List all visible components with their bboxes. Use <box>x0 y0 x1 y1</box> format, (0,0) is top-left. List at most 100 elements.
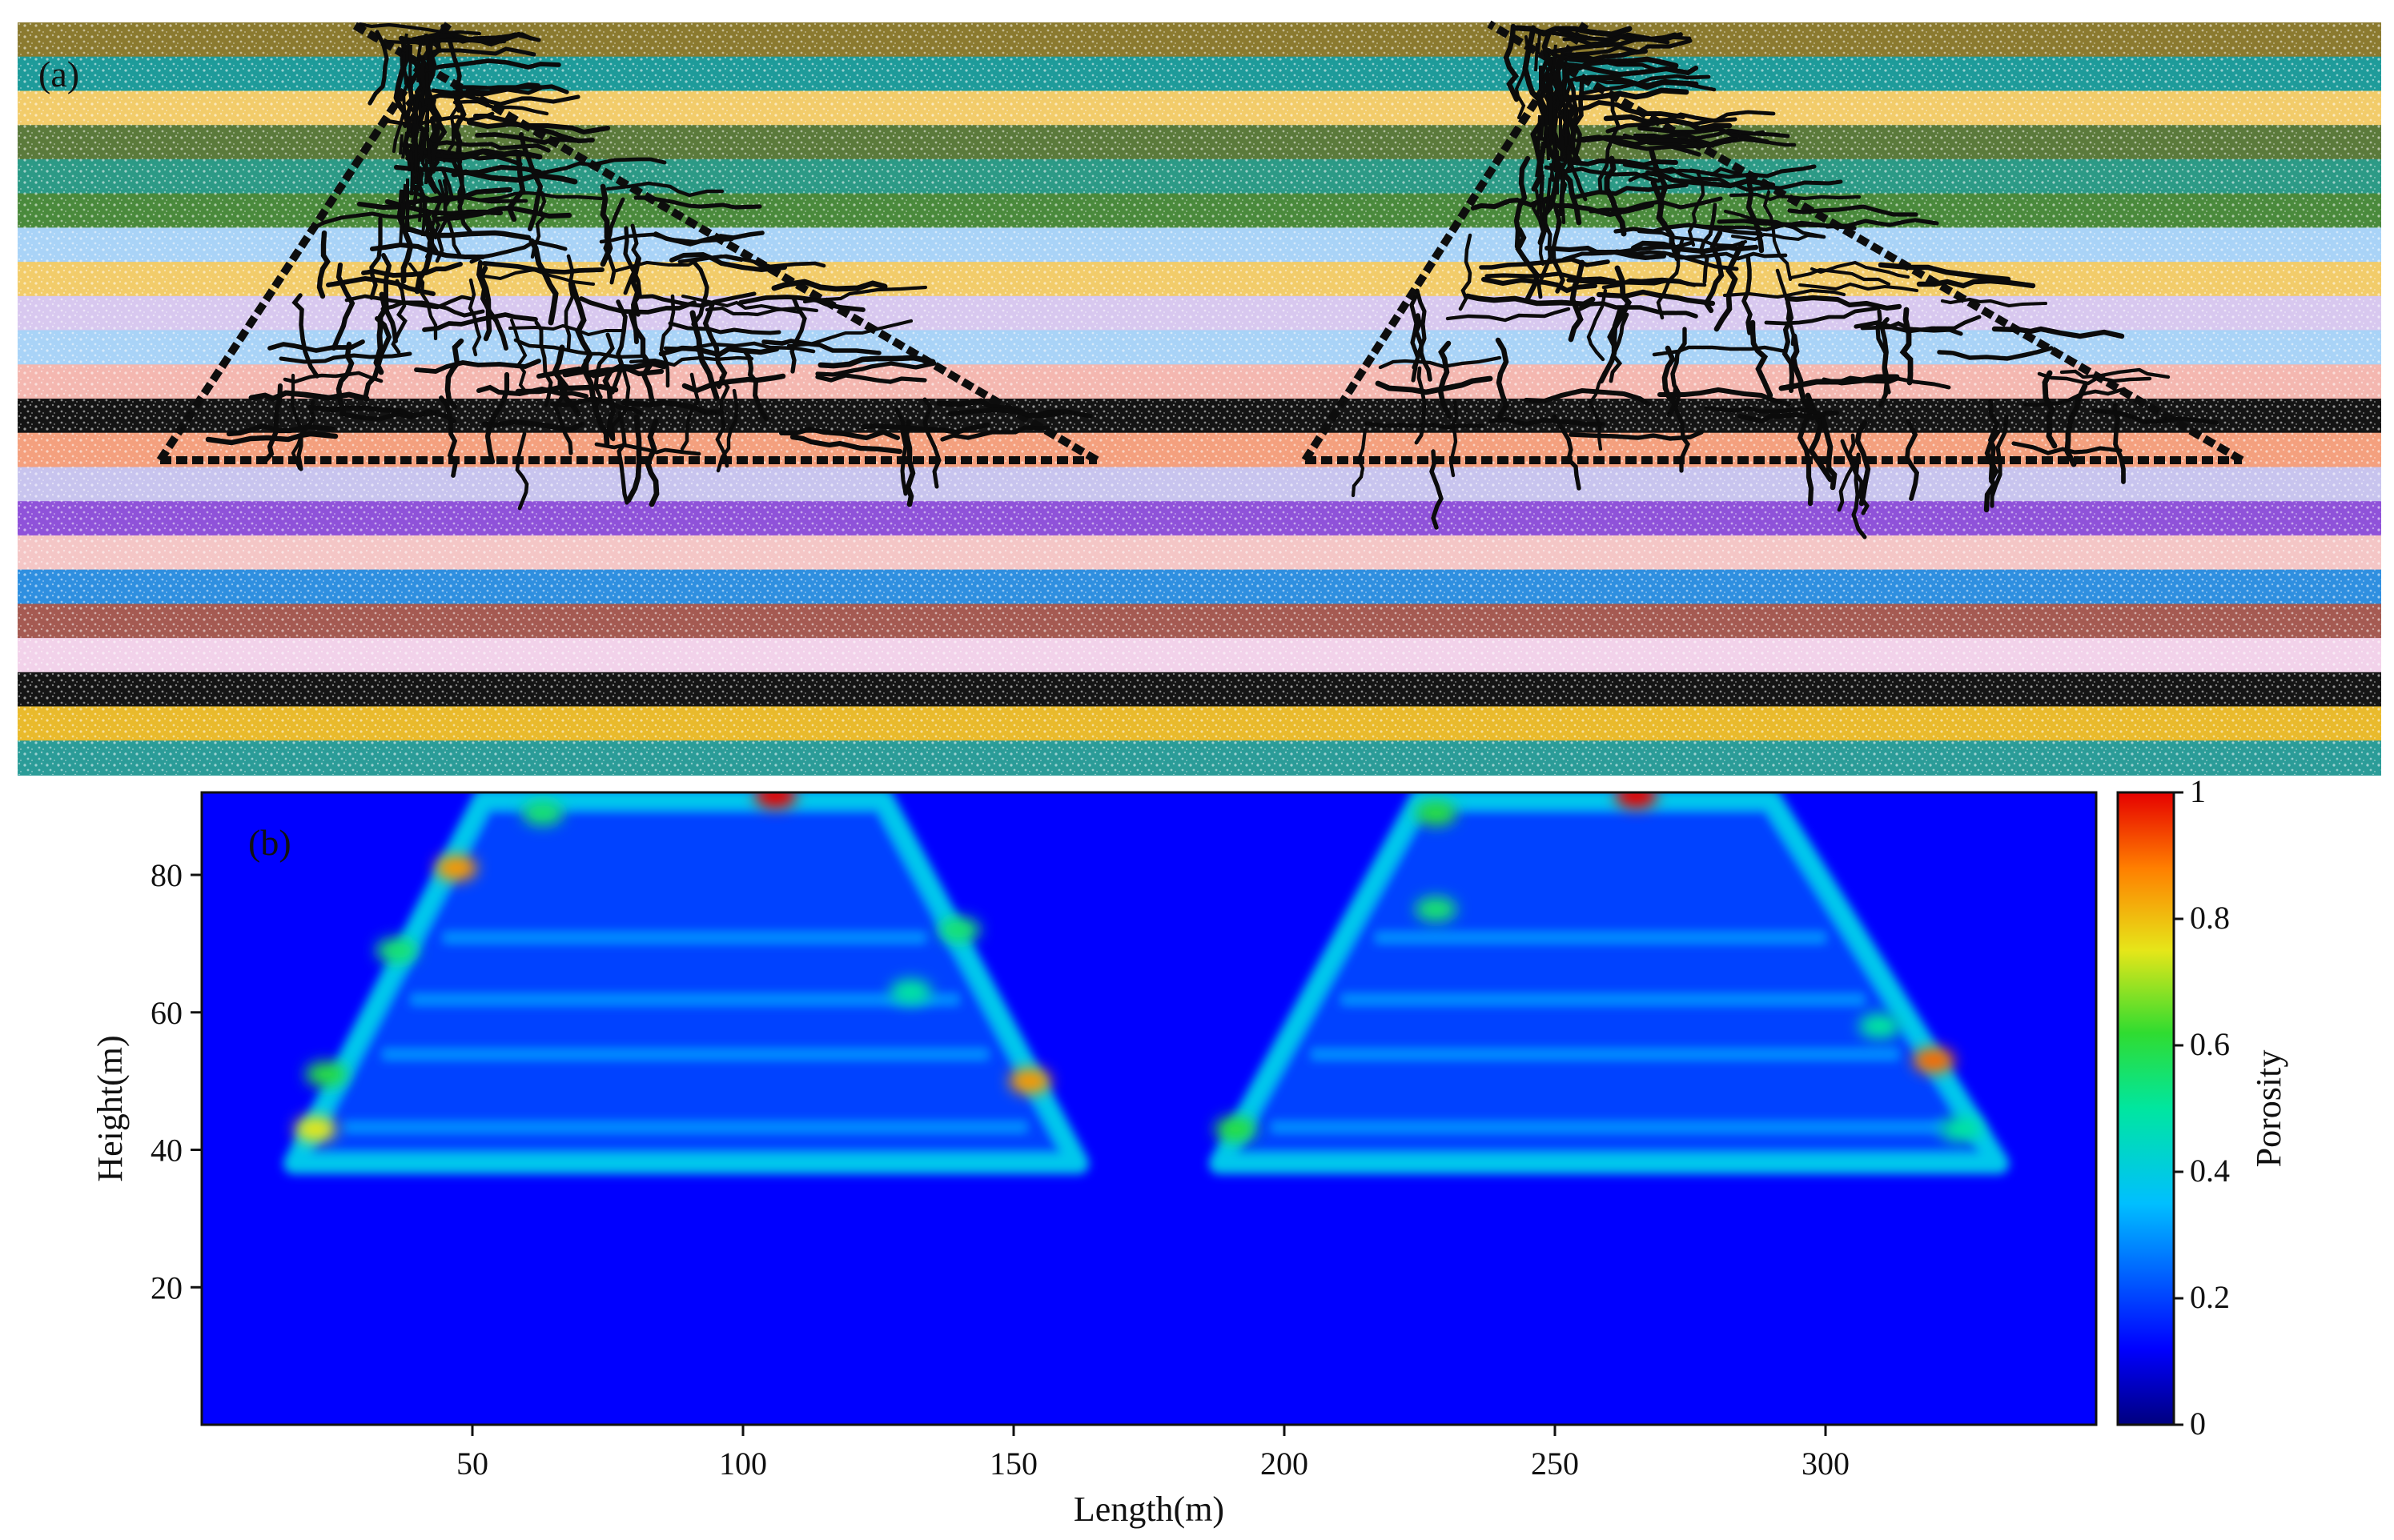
fracture <box>1585 135 1715 148</box>
fracture <box>1822 376 1951 390</box>
colorbar-frame <box>2116 791 2175 1426</box>
fracture <box>1916 278 2036 289</box>
fracture <box>947 407 1093 419</box>
colorbar <box>2118 792 2174 1425</box>
fracture <box>1464 293 1596 307</box>
fracture <box>1737 410 1840 424</box>
fracture <box>380 300 485 318</box>
fracture <box>1622 133 1735 149</box>
fracture <box>716 388 739 473</box>
porosity-hotspot <box>1415 896 1457 922</box>
fracture <box>903 419 916 507</box>
colorbar-ticks: 0 0.2 0.4 0.6 0.8 1 <box>2174 773 2230 1442</box>
fracture <box>409 150 416 191</box>
y-tick-label: 80 <box>151 857 183 893</box>
fracture <box>1597 96 1621 194</box>
fracture <box>396 190 414 284</box>
fracture <box>1534 42 1539 72</box>
fracture <box>1378 355 1502 370</box>
porosity-region <box>283 792 1090 1174</box>
fracture <box>393 43 412 130</box>
fracture <box>1437 340 1452 419</box>
fracture-boundary <box>156 20 1099 464</box>
fracture <box>478 265 492 342</box>
fracture <box>633 195 762 210</box>
fracture <box>414 359 541 374</box>
fracture <box>428 38 433 73</box>
porosity-hotspot <box>1858 1013 1901 1039</box>
fracture <box>2064 383 2088 467</box>
fracture <box>677 254 826 269</box>
fracture <box>262 383 283 464</box>
porosity-regions <box>283 792 2010 1174</box>
y-axis-label: Height(m) <box>90 1035 130 1181</box>
fracture <box>1561 170 1565 217</box>
fracture <box>416 54 421 83</box>
fracture <box>1552 54 1678 73</box>
fracture <box>1662 128 1790 141</box>
porosity-hotspot <box>1415 800 1457 826</box>
fracture <box>1566 278 1697 287</box>
fracture <box>1613 223 1763 236</box>
fracture <box>1572 76 1585 162</box>
fracture <box>680 372 701 451</box>
fracture <box>645 418 660 507</box>
fracture <box>1825 218 1939 229</box>
fracture <box>1564 56 1679 74</box>
fracture <box>1568 87 1689 101</box>
fracture <box>1563 103 1568 147</box>
fracture <box>1605 112 1737 134</box>
fracture <box>1668 251 1788 261</box>
fracture <box>1781 300 1794 393</box>
fracture <box>344 294 472 310</box>
fracture <box>1549 149 1557 182</box>
fracture <box>408 262 438 341</box>
fracture <box>1687 170 1705 247</box>
fracture <box>484 371 510 465</box>
fracture <box>691 261 709 327</box>
fracture <box>1652 345 1788 357</box>
fracture <box>1730 232 1826 242</box>
fracture <box>1860 315 1982 334</box>
fracture <box>594 442 701 456</box>
fracture <box>564 254 575 351</box>
fracture <box>629 355 754 367</box>
fracture <box>1540 112 1544 141</box>
x-tick-label: 50 <box>456 1446 488 1482</box>
fracture <box>1637 126 1769 144</box>
fracture <box>1503 23 1520 102</box>
fracture <box>1723 209 1826 227</box>
fracture <box>420 149 444 240</box>
fracture <box>468 278 482 357</box>
fracture <box>399 203 404 247</box>
fracture <box>1819 412 1838 491</box>
fracture <box>1749 319 1773 399</box>
porosity-hotspot <box>1913 1047 1955 1073</box>
y-tick-label: 60 <box>151 995 183 1031</box>
fracture <box>1878 317 1890 407</box>
fracture <box>1375 375 1493 395</box>
fracture <box>2042 370 2058 449</box>
fracture <box>316 230 331 299</box>
colorbar-tick-label: 0.6 <box>2190 1026 2230 1062</box>
fracture <box>424 178 446 259</box>
porosity-hotspot <box>305 1061 347 1088</box>
fracture <box>1448 399 1459 478</box>
fracture <box>1937 346 2054 361</box>
x-tick-label: 300 <box>1802 1446 1850 1482</box>
fracture <box>205 431 339 446</box>
fracture <box>658 345 780 358</box>
fracture <box>1837 433 1857 512</box>
fracture <box>1940 297 2048 308</box>
fracture <box>442 178 462 257</box>
colorbar-label: Porosity <box>2249 1050 2288 1168</box>
fracture <box>424 158 428 185</box>
fracture <box>568 279 593 372</box>
x-tick-label: 150 <box>990 1446 1038 1482</box>
fracture <box>1722 288 1846 299</box>
fracture <box>1784 295 1902 311</box>
fracture <box>1544 245 1667 261</box>
fracture <box>779 426 900 441</box>
fracture <box>1899 307 1914 386</box>
